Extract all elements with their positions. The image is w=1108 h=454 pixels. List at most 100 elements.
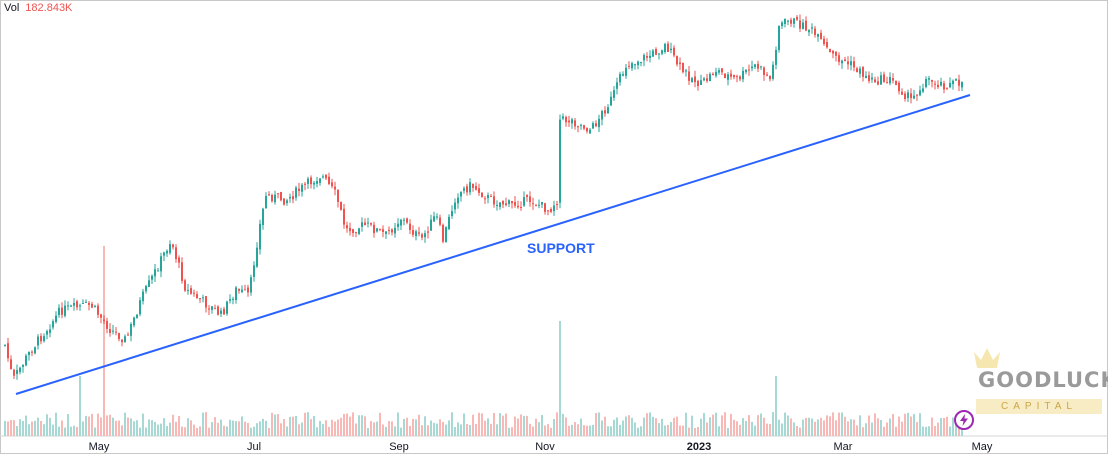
volume-bar [775,376,777,436]
volume-bar [829,416,831,436]
volume-bar [670,422,672,436]
volume-bar [739,424,741,436]
candle-body [211,306,213,310]
candle-body [160,256,162,272]
candle-body [268,194,270,196]
volume-bar [520,414,522,436]
volume-bar [580,418,582,436]
volume-bar [481,413,483,436]
volume-bar [103,246,105,436]
volume-bar [586,425,588,436]
candle-body [229,299,231,301]
volume-bar [181,426,183,436]
volume-bar [421,425,423,436]
volume-bar [124,412,126,436]
candle-body [904,93,906,99]
candle-body [259,223,261,250]
candle-body [604,110,606,114]
candle-body [37,336,39,346]
volume-bar [154,421,156,436]
volume-bar [874,413,876,436]
candle-body [283,198,285,205]
volume-bar [82,421,84,436]
volume-bar [217,422,219,436]
candle-body [349,227,351,232]
candle-body [886,82,888,84]
volume-bar [385,426,387,436]
candle-body [931,79,933,82]
candle-body [709,74,711,81]
candle-body [721,68,723,73]
candle-body [715,71,717,76]
volume-bar [157,424,159,436]
volume-bar [358,415,360,436]
volume-bar [724,412,726,436]
support-label: SUPPORT [527,240,595,256]
bolt-button[interactable] [954,410,974,430]
candle-body [703,78,705,81]
candle-body [580,124,582,126]
volume-bar [202,412,204,436]
volume-bar [163,418,165,436]
candle-body [808,30,810,33]
volume-bar [766,423,768,436]
volume-bar [859,415,861,436]
volume-bar [178,415,180,436]
volume-bar [283,419,285,436]
candle-body [688,71,690,81]
support-trendline[interactable] [15,94,971,395]
candle-body [664,43,666,52]
candle-body [124,336,126,343]
candle-body [187,289,189,291]
volume-bar [274,414,276,436]
volume-bar [214,417,216,436]
volume-bar [121,425,123,436]
candle-body [730,73,732,77]
volume-bar [211,422,213,436]
volume-bar [382,424,384,436]
candle-body [865,75,867,79]
volume-bar [802,419,804,436]
volume-bar [28,424,30,436]
x-label-may: May [89,441,110,453]
volume-bar [409,425,411,436]
volume-bar [466,424,468,436]
candle-body [343,208,345,225]
candle-body [145,286,147,292]
candle-body [379,228,381,230]
volume-bar [289,416,291,436]
volume-bar [340,417,342,436]
volume-bar [760,413,762,436]
candle-body [937,84,939,88]
volume-bar [343,414,345,436]
volume-bar [487,418,489,436]
volume-bar [505,413,507,436]
candle-body [157,270,159,272]
candle-body [514,202,516,206]
candle-body [475,186,477,190]
volume-bar [733,419,735,436]
candle-body [805,20,807,31]
candle-body [79,305,81,307]
volume-bar [394,426,396,436]
candle-body [196,294,198,299]
volume-bar [118,420,120,436]
candle-body [859,68,861,74]
volume-bar [955,423,957,436]
candle-body [745,69,747,73]
candle-body [136,314,138,318]
candle-body [493,196,495,205]
volume-bar [844,416,846,436]
volume-bar [265,420,267,436]
candle-body [889,77,891,84]
candle-body [601,111,603,120]
candle-body [295,187,297,198]
candle-body [700,80,702,85]
volume-bar [865,423,867,436]
candle-body [472,183,474,188]
candle-body [43,336,45,342]
volume-bar [757,415,759,436]
volume-bar [268,427,270,436]
volume-bar [292,416,294,436]
